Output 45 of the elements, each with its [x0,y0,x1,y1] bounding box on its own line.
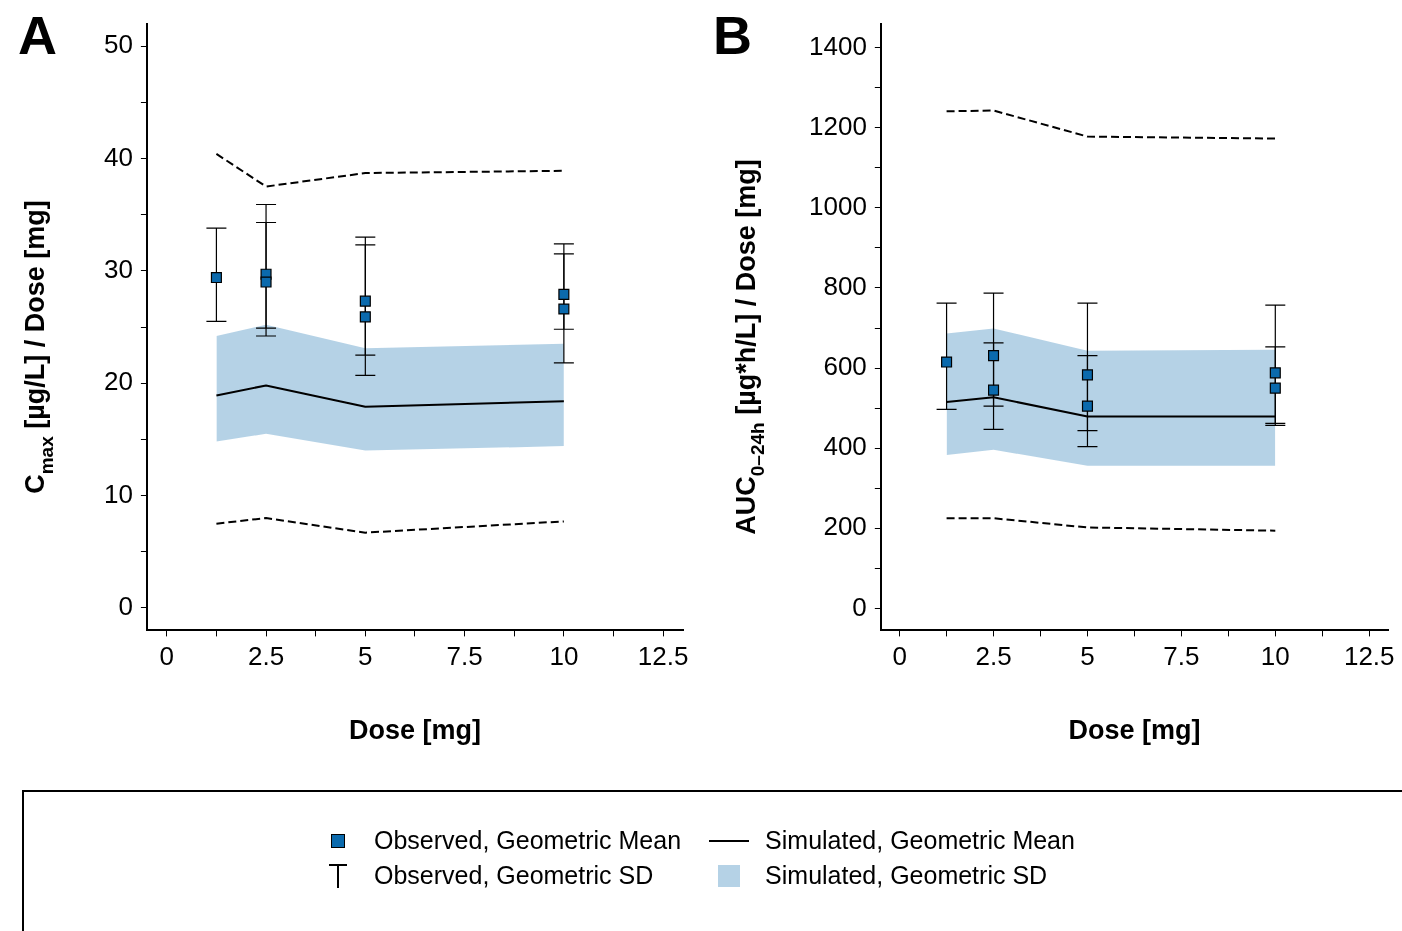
y-tick-label: 1400 [809,30,867,61]
text: Simulated, Geometric SD [765,861,1048,890]
y-tick-label: 40 [104,141,133,172]
y-tick-label: 20 [104,366,133,397]
point [558,288,570,300]
x-axis-title: Dose [mg] [1068,715,1201,746]
x-tick-label: 0 [892,641,907,672]
x-tick-label: 2.5 [975,641,1012,672]
x-tick-label: 0 [159,641,175,672]
line-series [215,152,565,188]
y-tick-label: 50 [104,29,133,60]
y-tick-label: 10 [104,478,133,509]
legend-label: Simulated, Geometric Mean [765,826,1075,855]
y-tick-label: 800 [823,271,867,302]
point [260,276,272,288]
x-tick-label: 7.5 [446,641,483,672]
x-tick-label: 12.5 [637,641,689,672]
y-tick-label: 0 [118,591,133,622]
y-tick-label: 400 [823,431,867,462]
point [359,295,371,307]
point [210,272,222,284]
x-tick-label: 5 [358,641,373,672]
x-tick-label: 5 [1080,641,1095,672]
chart-title: B [713,5,752,65]
point [558,303,570,315]
y-tick-label: 1000 [809,191,867,222]
y-tick-label: 0 [852,591,867,622]
x-tick-label: 12.5 [1343,641,1395,672]
text: Observed, Geometric SD [374,861,654,890]
x-axis-title: Dose [mg] [348,715,481,746]
y-axis-title: Cmax [µg/L] / Dose [mg] [20,200,57,494]
line-series [215,517,565,534]
y-tick-label: 30 [104,253,133,284]
line-series [945,109,1277,140]
point [359,311,371,323]
x-tick-label: 2.5 [247,641,285,672]
x-tick-label: 7.5 [1163,641,1200,672]
chart-title: A [18,5,57,65]
y-axis-title: AUC0–24h [µg*h/L] / Dose [mg] [731,159,768,535]
legend-label: Observed, Geometric Mean [374,826,682,855]
y-tick-label: 200 [823,511,867,542]
x-tick-label: 10 [1260,641,1290,672]
y-tick-label: 1200 [809,110,867,141]
y-tick-label: 600 [823,351,867,382]
x-tick-label: 10 [549,641,579,672]
